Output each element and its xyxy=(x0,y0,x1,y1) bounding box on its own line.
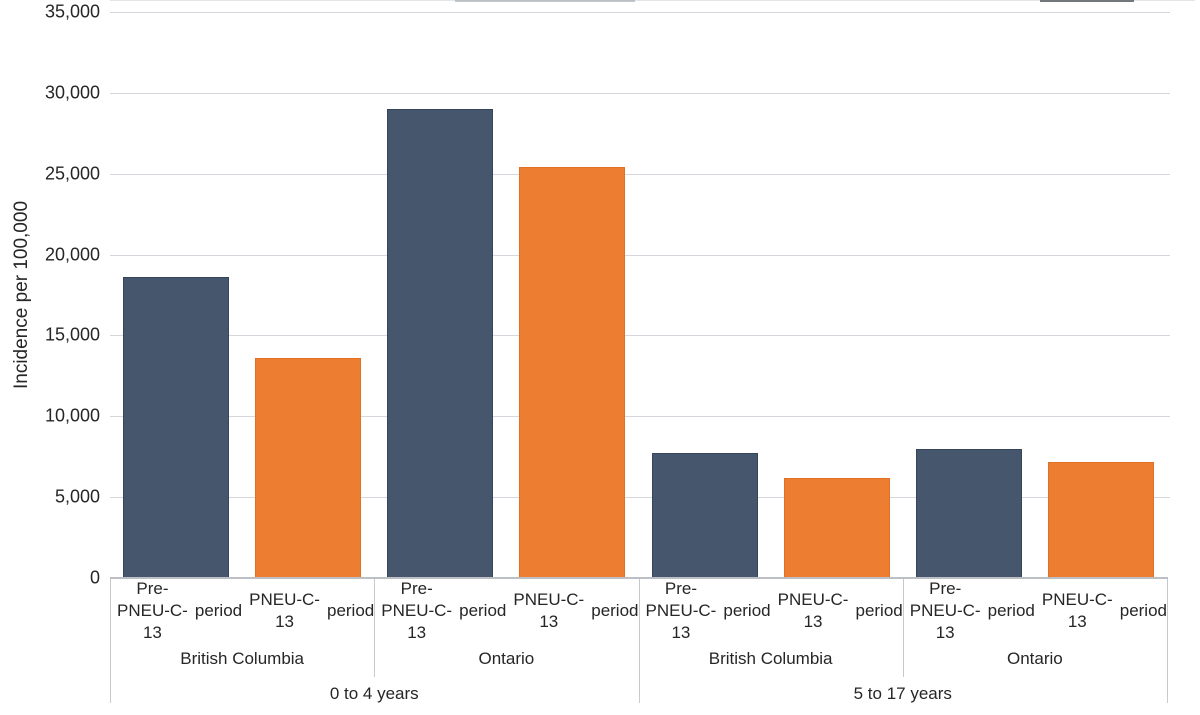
y-tick-label: 15,000 xyxy=(44,324,100,345)
y-tick-label: 35,000 xyxy=(44,1,100,22)
bar-pre-pneu-c-13-period xyxy=(651,453,758,578)
bar-pre-pneu-c-13-period xyxy=(123,277,230,578)
bar-pneu-c-13-period xyxy=(783,477,890,578)
axis-separator xyxy=(902,579,904,677)
period-label: Pre-PNEU-C-13 period xyxy=(381,579,507,642)
province-label: British Columbia xyxy=(180,649,304,668)
bar-pre-pneu-c-13-period xyxy=(915,448,1022,578)
period-label: Pre-PNEU-C-13 period xyxy=(117,579,243,642)
axis-separator xyxy=(1167,579,1168,703)
period-label: PNEU-C-13 period xyxy=(777,590,903,631)
axis-separator xyxy=(638,579,640,703)
bar-pneu-c-13-period xyxy=(519,167,626,578)
gridline xyxy=(110,92,1170,94)
period-label: PNEU-C-13 period xyxy=(249,590,375,631)
bar-pneu-c-13-period xyxy=(255,358,362,578)
cropped-edge-artifact xyxy=(110,0,1195,1)
y-tick-label: 10,000 xyxy=(44,405,100,426)
gridline xyxy=(110,173,1170,175)
gridline xyxy=(110,254,1170,256)
age-group-label: 0 to 4 years xyxy=(329,683,419,703)
province-label: Ontario xyxy=(478,649,535,668)
gridline xyxy=(110,416,1170,418)
period-label: Pre-PNEU-C-13 period xyxy=(645,579,771,642)
period-label: Pre-PNEU-C-13 period xyxy=(909,579,1035,642)
province-label: British Columbia xyxy=(708,649,833,668)
cropped-edge-artifact xyxy=(1040,0,1134,2)
cropped-edge-artifact xyxy=(455,0,635,2)
y-tick-label: 25,000 xyxy=(44,163,100,184)
period-label: PNEU-C-13 period xyxy=(513,590,639,631)
age-group-label: 5 to 17 years xyxy=(853,683,952,703)
bar-pneu-c-13-period xyxy=(1047,461,1154,578)
axis-separator xyxy=(374,579,376,677)
y-tick-label: 30,000 xyxy=(44,82,100,103)
period-label: PNEU-C-13 period xyxy=(1041,590,1167,631)
y-axis-title: Incidence per 100,000 xyxy=(11,200,32,390)
x-axis-line xyxy=(110,577,1168,579)
bar-pre-pneu-c-13-period xyxy=(387,109,494,578)
gridline xyxy=(110,497,1170,499)
axis-separator xyxy=(110,579,111,703)
gridline xyxy=(110,335,1170,337)
y-tick-label: 0 xyxy=(89,567,100,588)
y-tick-label: 20,000 xyxy=(44,244,100,265)
y-tick-label: 5,000 xyxy=(54,486,100,507)
gridline xyxy=(110,12,1170,13)
province-label: Ontario xyxy=(1007,649,1063,668)
